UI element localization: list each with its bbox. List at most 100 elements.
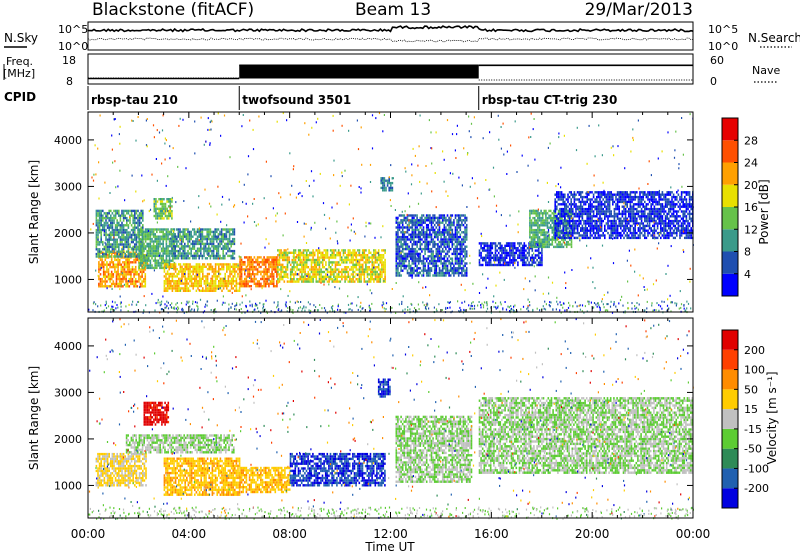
power-cell-7 bbox=[358, 280, 361, 283]
power-cell-4 bbox=[171, 289, 174, 292]
power-cell-10 bbox=[528, 251, 530, 255]
power-cell-5 bbox=[184, 235, 186, 238]
power-cell-4 bbox=[189, 277, 191, 280]
power-cell-0 bbox=[115, 263, 118, 266]
power-cell-7 bbox=[360, 275, 362, 278]
power-cell-5 bbox=[208, 254, 210, 258]
power-cell-6 bbox=[253, 273, 256, 276]
power-cell-11 bbox=[538, 226, 541, 229]
power-cell-9 bbox=[449, 238, 452, 241]
power-cell-1 bbox=[110, 216, 112, 220]
power-cell-12 bbox=[578, 224, 580, 228]
power-cell-6 bbox=[240, 268, 243, 271]
power-cell-9 bbox=[440, 216, 442, 220]
power-cell-12 bbox=[604, 212, 606, 216]
power-cell-2 bbox=[138, 247, 140, 250]
power-cell-2 bbox=[168, 264, 171, 267]
power-cell-12 bbox=[607, 224, 609, 228]
power-cell-3 bbox=[171, 217, 173, 220]
power-cell-9 bbox=[432, 216, 434, 220]
power-cell-6 bbox=[274, 261, 277, 264]
power-cell-1 bbox=[118, 245, 120, 249]
power-cell-2 bbox=[140, 254, 142, 258]
power-cell-11 bbox=[548, 238, 550, 241]
power-cell-9 bbox=[445, 228, 447, 232]
power-cell-6 bbox=[268, 261, 270, 264]
power-cell-2 bbox=[164, 235, 166, 238]
power-cell-0 bbox=[102, 285, 105, 288]
power-cell-12 bbox=[557, 227, 560, 230]
power-cell-5 bbox=[233, 228, 236, 231]
power-cell-4 bbox=[235, 289, 238, 292]
power-cell-6 bbox=[250, 285, 252, 288]
power-cell-1 bbox=[102, 214, 104, 217]
power-cell-1 bbox=[126, 243, 128, 246]
power-cell-10 bbox=[481, 256, 484, 259]
power-cell-9 bbox=[417, 240, 420, 244]
power-cell-1 bbox=[95, 214, 98, 217]
power-cell-9 bbox=[465, 235, 468, 239]
power-cell-6 bbox=[266, 273, 269, 276]
power-cell-4 bbox=[200, 268, 202, 271]
power-cell-1 bbox=[102, 219, 104, 222]
power-cell-11 bbox=[545, 219, 547, 222]
power-cell-4 bbox=[224, 263, 226, 266]
power-cell-9 bbox=[438, 247, 441, 251]
power-cell-7 bbox=[381, 254, 383, 257]
power-cell-9 bbox=[432, 238, 434, 241]
power-cell-7 bbox=[309, 280, 311, 283]
power-cell-12 bbox=[597, 191, 600, 194]
power-cell-6 bbox=[271, 263, 273, 266]
power-cell-11 bbox=[529, 224, 531, 227]
power-cell-2 bbox=[154, 235, 156, 238]
power-cell-6 bbox=[263, 268, 265, 271]
power-cell-4 bbox=[214, 289, 217, 292]
power-cell-4 bbox=[192, 268, 194, 271]
power-cell-5 bbox=[190, 230, 192, 234]
power-cell-7 bbox=[371, 256, 374, 259]
power-cell-7 bbox=[318, 261, 321, 264]
power-cell-7 bbox=[347, 275, 350, 278]
power-cell-10 bbox=[493, 263, 495, 267]
noise-left-tick-high: 10^5 bbox=[58, 23, 88, 36]
power-cell-9 bbox=[409, 235, 412, 239]
power-cell-2 bbox=[140, 259, 142, 262]
power-cell-7 bbox=[357, 254, 359, 257]
power-cell-11 bbox=[530, 238, 533, 241]
power-cell-9 bbox=[397, 257, 399, 260]
power-cell-12 bbox=[583, 212, 585, 216]
power-cell-9 bbox=[432, 250, 434, 253]
power-cell-7 bbox=[318, 266, 321, 269]
power-cell-1 bbox=[124, 214, 126, 217]
power-cell-4 bbox=[213, 270, 215, 273]
power-cell-5 bbox=[228, 249, 231, 253]
power-cell-12 bbox=[559, 219, 561, 223]
power-cell-7 bbox=[344, 278, 346, 281]
power-cell-7 bbox=[376, 251, 378, 254]
power-cell-10 bbox=[539, 261, 542, 264]
power-cell-9 bbox=[461, 245, 463, 248]
power-cell-6 bbox=[268, 282, 270, 285]
power-cell-11 bbox=[532, 224, 534, 227]
power-cell-2 bbox=[152, 254, 155, 258]
power-cell-1 bbox=[95, 252, 98, 256]
power-cell-10 bbox=[501, 247, 503, 250]
power-cell-1 bbox=[110, 238, 112, 241]
power-cell-7 bbox=[336, 273, 338, 276]
power-cell-11 bbox=[545, 221, 547, 225]
power-cell-4 bbox=[202, 265, 204, 268]
power-cell-2 bbox=[151, 230, 153, 234]
power-cell-9 bbox=[454, 271, 457, 275]
power-cell-11 bbox=[557, 231, 560, 234]
power-cell-12 bbox=[596, 231, 598, 235]
power-cell-11 bbox=[532, 238, 534, 241]
power-cell-7 bbox=[334, 275, 337, 278]
power-cell-6 bbox=[261, 263, 264, 266]
power-cell-1 bbox=[122, 231, 125, 234]
power-cell-9 bbox=[462, 243, 465, 246]
power-cell-0 bbox=[144, 275, 147, 278]
power-cell-4 bbox=[163, 282, 166, 285]
power-cell-9 bbox=[438, 233, 441, 236]
power-cell-1 bbox=[126, 233, 128, 237]
power-cell-7 bbox=[339, 270, 342, 274]
